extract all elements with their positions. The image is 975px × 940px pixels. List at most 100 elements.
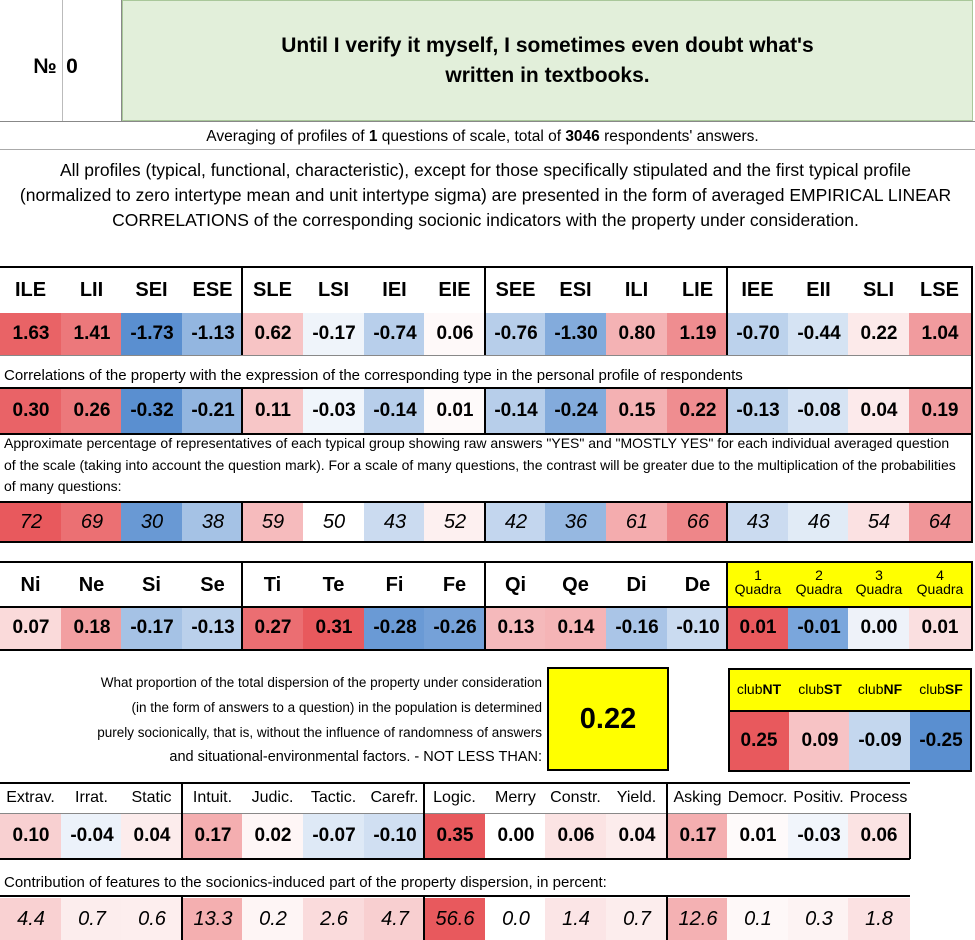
function-value-cell: 0.13 xyxy=(485,607,547,649)
type-correlation-cell: -0.03 xyxy=(303,388,365,433)
function-header-fi: Fi xyxy=(385,573,404,596)
function-value-cell: -0.13 xyxy=(182,607,244,649)
type-correlation-cell: 0.11 xyxy=(242,388,304,433)
type-header-sli: SLI xyxy=(862,279,895,301)
rule xyxy=(0,813,910,814)
type-header-eie: EIE xyxy=(438,279,471,301)
function-value-cell: 0.07 xyxy=(0,607,62,649)
trait-value-cell: 0.01 xyxy=(727,814,789,858)
function-value-cell: 0.27 xyxy=(242,607,304,649)
rule xyxy=(484,266,486,355)
dispersion-line-4: and situational-environmental factors. -… xyxy=(169,749,542,765)
type-header-lsi: LSI xyxy=(317,279,350,301)
rule xyxy=(0,606,973,608)
quadra-value-cell: -0.01 xyxy=(788,607,850,649)
rule xyxy=(726,266,728,355)
page-title-text: Until I verify it myself, I sometimes ev… xyxy=(281,33,814,87)
function-header-qe: Qe xyxy=(562,573,589,596)
type-profile-cell: -0.44 xyxy=(788,313,850,355)
type-percent-cell: 61 xyxy=(606,503,668,541)
quadra-header-2: 2 Quadra xyxy=(788,563,850,607)
type-header-sei: SEI xyxy=(135,279,168,301)
trait-header-democr: Democr. xyxy=(727,789,788,806)
rule xyxy=(728,710,970,712)
function-header-di: Di xyxy=(626,573,647,596)
trait-value-cell: 0.04 xyxy=(121,814,183,858)
type-profile-cell: 1.04 xyxy=(909,313,971,355)
rule xyxy=(484,387,486,433)
rule xyxy=(423,782,425,858)
rule xyxy=(0,858,910,860)
quadra-header-4: 4 Quadra xyxy=(909,563,971,607)
type-correlation-cell: -0.08 xyxy=(788,388,850,433)
trait-value-cell: -0.03 xyxy=(788,814,850,858)
trait-header-constr: Constr. xyxy=(550,789,601,806)
trait-value-cell: 0.04 xyxy=(606,814,668,858)
trait-value-cell: 0.10 xyxy=(0,814,62,858)
trait-value-cell: 0.06 xyxy=(848,814,910,858)
trait-header-asking: Asking xyxy=(673,789,722,806)
trait-contribution-cell: 1.4 xyxy=(545,898,607,940)
rule xyxy=(0,782,910,784)
trait-header-intuit: Intuit. xyxy=(192,789,233,806)
type-percent-cell: 46 xyxy=(788,503,850,541)
function-value-cell: 0.31 xyxy=(303,607,365,649)
page-title: Until I verify it myself, I sometimes ev… xyxy=(122,0,973,121)
rule xyxy=(971,561,973,649)
trait-contribution-cell: 4.7 xyxy=(364,898,426,940)
type-profile-cell: -0.17 xyxy=(303,313,365,355)
club-value-cell: -0.09 xyxy=(849,712,911,770)
quadra-number: 4 xyxy=(936,567,944,583)
trait-header-process: Process xyxy=(849,789,908,806)
rule xyxy=(0,433,973,435)
type-percent-cell: 43 xyxy=(727,503,789,541)
type-percent-cell: 30 xyxy=(121,503,183,541)
type-header-ile: ILE xyxy=(14,279,47,301)
quadra-label: Quadra xyxy=(855,581,903,597)
rule xyxy=(423,895,425,940)
respondent-count: 3046 xyxy=(565,128,600,145)
type-header-lie: LIE xyxy=(681,279,714,301)
type-header-esi: ESI xyxy=(559,279,592,301)
function-value-cell: -0.16 xyxy=(606,607,668,649)
function-header-si: Si xyxy=(142,573,161,596)
type-profile-cell: 1.19 xyxy=(667,313,729,355)
trait-value-cell: 0.02 xyxy=(242,814,304,858)
quadra-label: Quadra xyxy=(916,581,964,597)
function-value-cell: -0.26 xyxy=(424,607,486,649)
type-header-sle: SLE xyxy=(253,279,292,301)
type-header-see: SEE xyxy=(495,279,536,301)
trait-value-cell: -0.04 xyxy=(61,814,123,858)
rule xyxy=(241,501,243,541)
club-header-nf: club NF xyxy=(849,668,911,710)
rule xyxy=(241,266,243,355)
quadra-header-1: 1 Quadra xyxy=(727,563,789,607)
trait-header-carefr: Carefr. xyxy=(370,789,419,806)
rule xyxy=(0,649,973,651)
summary-line: Averaging of profiles of 1 questions of … xyxy=(206,128,759,145)
trait-header-positiv: Positiv. xyxy=(793,789,844,806)
question-count: 1 xyxy=(368,128,378,145)
type-profile-cell: 1.63 xyxy=(0,313,62,355)
number-value: 0 xyxy=(66,55,78,78)
rule xyxy=(181,895,183,940)
quadra-value-cell: 0.00 xyxy=(848,607,910,649)
type-header-iei: IEI xyxy=(382,279,407,301)
rule xyxy=(181,782,183,858)
rule xyxy=(0,561,973,563)
type-percent-cell: 52 xyxy=(424,503,486,541)
type-profile-cell: -1.13 xyxy=(182,313,244,355)
type-profile-cell: 1.41 xyxy=(61,313,123,355)
rule xyxy=(909,813,911,859)
function-value-cell: -0.28 xyxy=(364,607,426,649)
type-profile-cell: -1.30 xyxy=(545,313,607,355)
trait-header-extrav: Extrav. xyxy=(6,789,55,806)
rule xyxy=(241,561,243,649)
type-correlation-cell: -0.13 xyxy=(727,388,789,433)
club-value-cell: 0.25 xyxy=(728,712,790,770)
trait-contribution-cell: 1.8 xyxy=(848,898,910,940)
trait-contribution-cell: 12.6 xyxy=(667,898,729,940)
type-correlation-cell: 0.19 xyxy=(909,388,971,433)
rule xyxy=(971,266,973,541)
type-profile-cell: 0.62 xyxy=(242,313,304,355)
